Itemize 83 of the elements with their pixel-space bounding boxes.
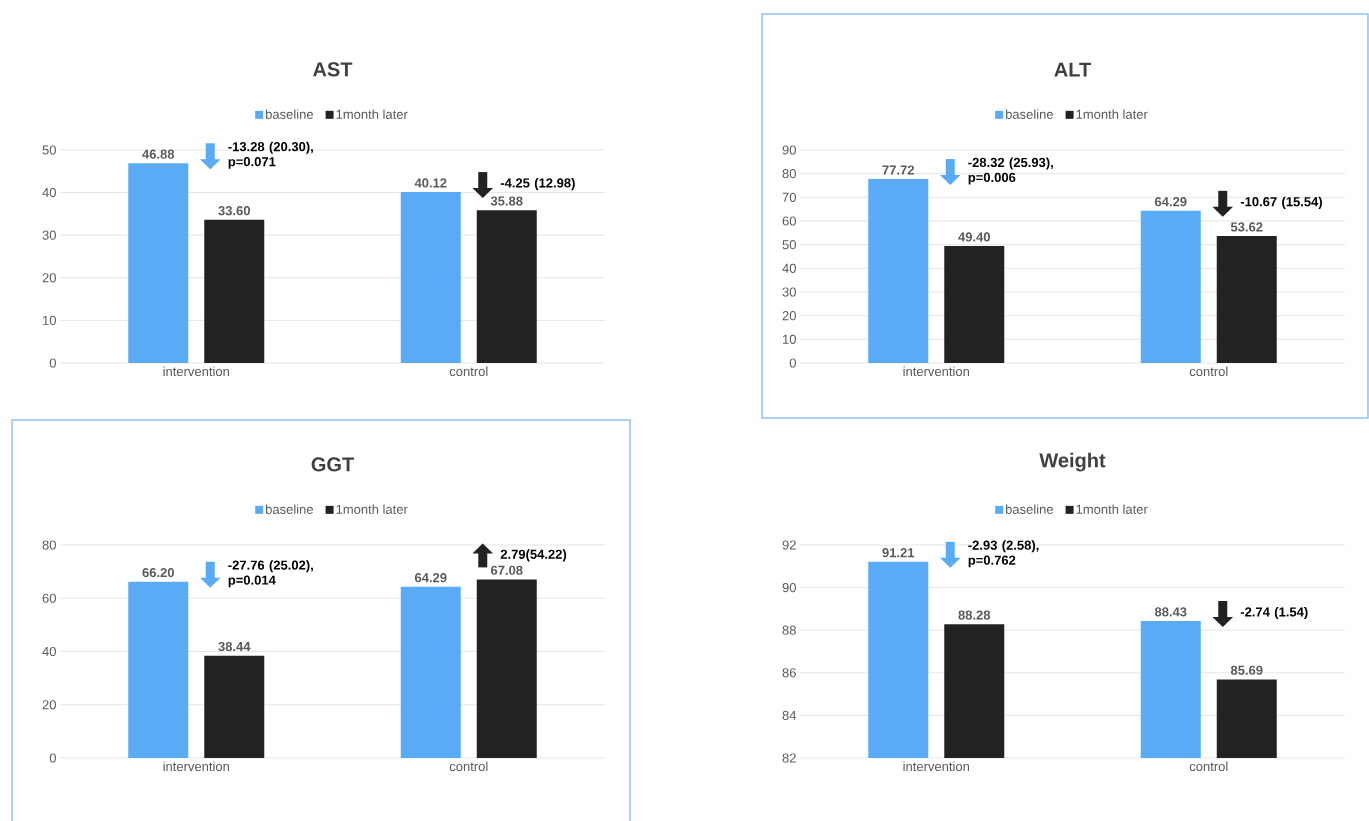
y-tick-label: 30 — [42, 230, 56, 240]
y-tick-label: 92 — [782, 540, 796, 550]
x-tick-label: intervention — [163, 761, 229, 772]
y-tick-label: 0 — [789, 358, 796, 368]
chart-title: AST — [313, 62, 353, 77]
y-tick-label: 60 — [782, 216, 796, 226]
annotation: 2.79(54.22) — [500, 549, 567, 562]
x-tick-label: intervention — [163, 366, 229, 377]
annotation: -4.25 (12.98) — [500, 178, 575, 191]
y-tick-label: 90 — [782, 582, 796, 593]
legend-label: 1month later — [1076, 109, 1148, 119]
data-label: 91.21 — [882, 548, 915, 558]
annotation: -27.76 (25.02), p=0.014 — [228, 560, 313, 588]
legend-label: 1month later — [1076, 504, 1148, 514]
y-tick-label: 50 — [782, 240, 796, 250]
bar — [944, 246, 1005, 363]
x-tick-label: control — [449, 366, 488, 377]
data-label: 49.40 — [958, 232, 990, 242]
legend-label: 1month later — [336, 504, 408, 514]
y-tick-label: 0 — [49, 358, 56, 368]
data-label: 88.28 — [958, 610, 991, 620]
annotation: -2.74 (1.54) — [1240, 606, 1308, 620]
x-tick-label: intervention — [903, 366, 969, 377]
bar — [476, 210, 537, 363]
legend-label: 1month later — [336, 109, 408, 119]
data-label: 46.88 — [142, 149, 175, 159]
x-tick-label: control — [1189, 761, 1228, 772]
annotation: -13.28 (20.30), p=0.071 — [228, 141, 313, 169]
y-tick-label: 80 — [782, 169, 796, 179]
data-label: 35.88 — [490, 196, 523, 206]
x-tick-label: intervention — [903, 761, 969, 772]
y-tick-label: 86 — [782, 668, 796, 678]
y-tick-label: 70 — [782, 192, 796, 202]
y-tick-label: 40 — [42, 187, 56, 198]
bar — [400, 192, 461, 363]
y-tick-label: 80 — [42, 540, 56, 550]
y-tick-label: 84 — [782, 710, 797, 720]
data-label: 77.72 — [882, 165, 914, 175]
y-tick-label: 60 — [42, 593, 56, 603]
annotation: -28.32 (25.93), p=0.006 — [968, 157, 1053, 185]
data-label: 85.69 — [1230, 665, 1263, 675]
data-label: 66.20 — [142, 568, 174, 578]
data-label: 40.12 — [414, 178, 447, 188]
y-tick-label: 0 — [49, 753, 56, 763]
y-tick-label: 90 — [782, 145, 796, 155]
data-label: 64.29 — [414, 573, 447, 583]
bar — [204, 219, 265, 363]
y-tick-label: 30 — [782, 287, 796, 297]
bar — [204, 655, 265, 758]
y-tick-label: 40 — [782, 263, 796, 273]
legend-label: baseline — [1005, 109, 1053, 119]
y-tick-label: 82 — [782, 753, 796, 763]
bar — [868, 179, 929, 363]
y-tick-label: 10 — [43, 315, 56, 325]
legend-label: baseline — [1005, 504, 1053, 514]
bar — [128, 163, 189, 363]
bar — [1216, 236, 1277, 363]
legend-label: baseline — [265, 504, 313, 514]
chart-title: GGT — [311, 457, 354, 472]
bar — [476, 579, 537, 758]
data-label: 67.08 — [490, 565, 523, 575]
legend-label: baseline — [265, 109, 313, 119]
bar — [400, 586, 461, 758]
bar — [128, 581, 189, 758]
x-tick-label: control — [1189, 366, 1228, 377]
y-tick-label: 20 — [782, 311, 796, 321]
chart-title: Weight — [1039, 452, 1106, 472]
x-tick-label: control — [449, 761, 488, 772]
chart-title: ALT — [1054, 62, 1091, 77]
data-label: 33.60 — [218, 206, 250, 216]
y-tick-label: 40 — [42, 646, 56, 657]
annotation: -10.67 (15.54) — [1240, 196, 1323, 209]
data-label: 88.43 — [1154, 607, 1187, 617]
data-label: 53.62 — [1230, 222, 1263, 232]
y-tick-label: 20 — [42, 273, 56, 283]
annotation: -2.93 (2.58), p=0.762 — [968, 540, 1039, 568]
y-tick-label: 20 — [42, 700, 56, 710]
y-tick-label: 50 — [42, 145, 56, 155]
y-tick-label: 10 — [783, 334, 796, 344]
data-label: 38.44 — [218, 641, 251, 652]
data-label: 64.29 — [1154, 197, 1187, 207]
y-tick-label: 88 — [782, 625, 796, 635]
bar — [1140, 210, 1201, 363]
